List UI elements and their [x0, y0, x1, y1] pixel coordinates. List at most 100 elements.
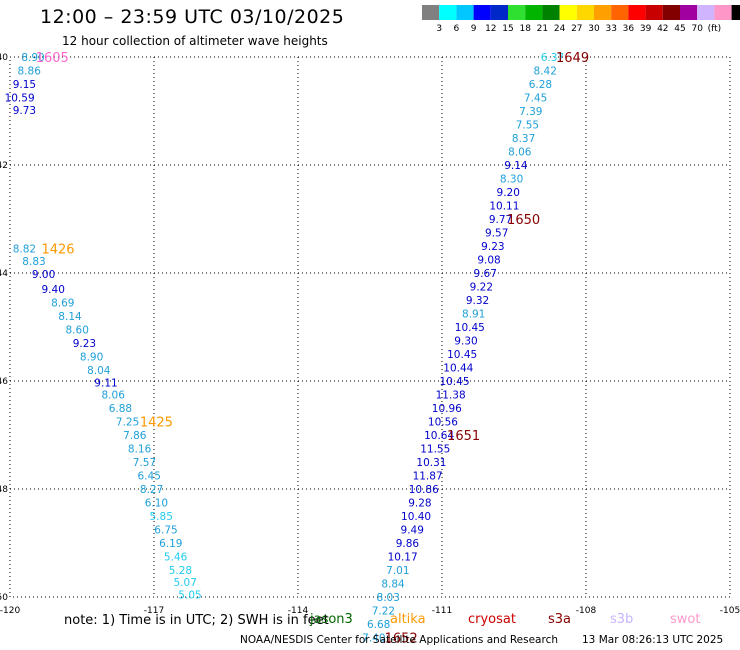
wave-height-point: 7.45 [524, 93, 547, 105]
wave-height-point: 9.40 [42, 284, 65, 296]
wave-height-point: 9.57 [485, 228, 508, 240]
colorbar-label: 70 [691, 24, 703, 34]
colorbar-label: 3 [436, 24, 442, 34]
track-time-label: 1426 [41, 243, 74, 258]
satellite-legend-item: jason3 [310, 612, 353, 627]
chart-note: note: 1) Time is in UTC; 2) SWH is in fe… [64, 613, 329, 628]
wave-height-point: 8.27 [140, 484, 163, 496]
wave-height-point: 9.14 [504, 160, 528, 172]
wave-height-point: 9.23 [481, 241, 504, 253]
wave-height-point: 10.45 [455, 322, 485, 334]
wave-height-point: 10.31 [416, 457, 446, 469]
wave-height-point: 8.42 [534, 66, 557, 78]
wave-height-point: 9.28 [408, 498, 431, 510]
wave-height-point: 10.86 [409, 484, 439, 496]
colorbar-label: 27 [571, 24, 582, 34]
satellite-legend-item: s3b [610, 612, 634, 627]
colorbar-legend: 3 6 9 12 15 18 21 24 27 30 33 36 39 42 45 70 (ft) [422, 5, 740, 34]
satellite-legend-item: cryosat [468, 612, 516, 627]
wave-height-point: 9.86 [396, 538, 420, 550]
satellite-legend-item: s3a [548, 612, 572, 627]
satellite-legend-item: swot [670, 612, 701, 627]
wave-height-point: 8.06 [508, 147, 532, 159]
x-tick-label: -111 [432, 606, 452, 616]
track-time-label: 1649 [556, 51, 589, 66]
colorbar-label: 36 [623, 24, 635, 34]
colorbar-swatch [490, 5, 508, 20]
colorbar-label: 39 [640, 24, 652, 34]
colorbar-swatch [542, 5, 560, 20]
wave-height-point: 6.28 [529, 79, 552, 91]
wave-height-point: 9.67 [474, 268, 497, 280]
wave-height-point: 7.22 [372, 606, 395, 618]
wave-height-point: 8.06 [102, 390, 126, 402]
colorbar-label: 21 [537, 24, 548, 34]
colorbar-label: 6 [454, 24, 460, 34]
y-tick-label: 46 [0, 377, 8, 387]
timestamp: 13 Mar 08:26:13 UTC 2025 [582, 634, 724, 646]
track-time-label: 1425 [140, 416, 173, 431]
colorbar-swatch [662, 5, 680, 20]
colorbar-label: (ft) [708, 24, 722, 34]
wave-height-point: 8.84 [381, 579, 405, 591]
wave-height-point: 7.40 [362, 633, 385, 645]
wave-height-point: 7.01 [386, 565, 409, 577]
wave-height-point: 11.87 [413, 471, 443, 483]
wave-height-point: 8.60 [66, 325, 89, 337]
wave-height-point: 5.07 [174, 577, 197, 589]
colorbar-label: 15 [502, 24, 513, 34]
wave-height-point: 5.28 [169, 565, 192, 577]
wave-height-point: 6.45 [138, 471, 161, 483]
y-tick-label: 42 [0, 161, 8, 171]
wave-height-point: 7.25 [116, 417, 139, 429]
colorbar-swatch [559, 5, 577, 20]
colorbar-label: 12 [485, 24, 496, 34]
wave-height-point: 10.64 [424, 430, 454, 442]
wave-height-point: 9.08 [477, 255, 500, 267]
track-time-label: 1652 [385, 632, 418, 647]
wave-height-point: 8.03 [377, 592, 400, 604]
wave-height-point: 5.85 [150, 511, 173, 523]
x-tick-label: -105 [720, 606, 740, 616]
colorbar-label: 18 [519, 24, 531, 34]
wave-height-point: 9.15 [13, 79, 36, 91]
wave-height-point: 8.83 [22, 256, 45, 268]
wave-height-point: 6.10 [145, 498, 168, 510]
colorbar-swatch [645, 5, 663, 20]
y-tick-label: 48 [0, 485, 8, 495]
colorbar-swatch [714, 5, 732, 20]
colorbar-swatch [697, 5, 715, 20]
x-tick-label: -117 [144, 606, 164, 616]
y-tick-label: 40 [0, 53, 8, 63]
chart-title: 12:00 – 23:59 UTC 03/10/2025 [40, 6, 345, 28]
credit-line: NOAA/NESDIS Center for Satellite Applica… [240, 634, 558, 646]
wave-height-point: 10.11 [489, 201, 519, 213]
colorbar-swatch [456, 5, 474, 20]
wave-height-point: 9.77 [489, 214, 512, 226]
track-time-label: 1605 [36, 51, 69, 66]
wave-height-point: 9.11 [94, 378, 117, 390]
satellite-legend-item: altika [390, 612, 426, 627]
colorbar-swatch [525, 5, 543, 20]
wave-height-point: 7.86 [123, 430, 147, 442]
x-tick-label: -108 [576, 606, 597, 616]
chart-subtitle: 12 hour collection of altimeter wave hei… [62, 34, 328, 48]
wave-height-point: 6.88 [109, 403, 132, 415]
wave-height-point: 11.55 [420, 444, 450, 456]
colorbar-swatch [611, 5, 629, 20]
y-tick-label: 44 [0, 269, 8, 279]
colorbar-swatch [680, 5, 698, 20]
wave-height-point: 9.30 [454, 336, 477, 348]
wave-height-point: 9.00 [32, 269, 55, 281]
x-tick-label: -120 [0, 606, 20, 616]
wave-height-point: 9.20 [497, 187, 520, 199]
track-time-label: 1651 [447, 429, 480, 444]
wave-height-point: 6.19 [159, 538, 182, 550]
colorbar-label: 24 [554, 24, 566, 34]
x-tick-label: -114 [288, 606, 309, 616]
wave-height-point: 11.38 [436, 390, 466, 402]
wave-height-point: 8.30 [500, 174, 523, 186]
wave-height-point: 8.82 [13, 244, 36, 256]
wave-height-point: 8.69 [51, 298, 74, 310]
colorbar-label: 9 [471, 24, 477, 34]
